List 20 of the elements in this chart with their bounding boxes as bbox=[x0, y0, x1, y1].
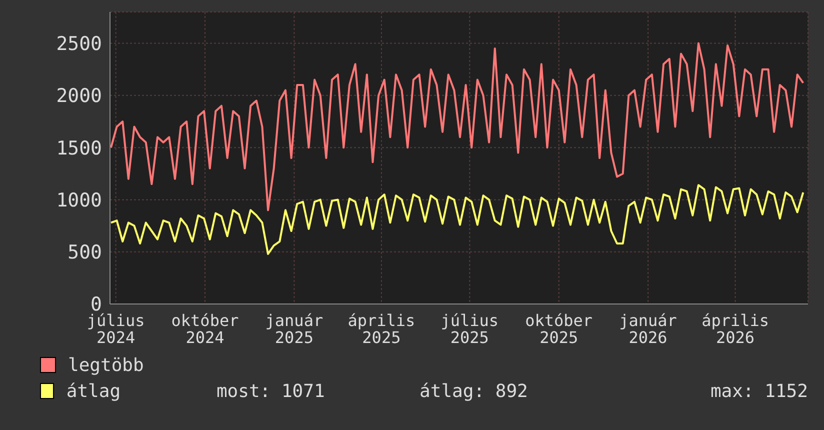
y-tick-label: 1500 bbox=[56, 137, 102, 160]
text: max: 1152 bbox=[709, 380, 808, 402]
y-tick-label: 500 bbox=[68, 242, 102, 264]
line-series bbox=[110, 42, 804, 212]
x-tick-label: január 2025 bbox=[265, 311, 324, 347]
y-tick-label: 2500 bbox=[56, 33, 102, 56]
text: most: 1071 bbox=[216, 380, 326, 402]
line-series bbox=[110, 184, 804, 255]
x-tick-label: október 2025 bbox=[525, 311, 593, 347]
text: átlag: 892 bbox=[420, 380, 529, 402]
legend-label: átlag bbox=[66, 380, 122, 402]
y-tick-label: 1000 bbox=[56, 189, 102, 212]
x-tick-label: július 2025 bbox=[440, 311, 499, 347]
x-tick-label: április 2026 bbox=[702, 311, 770, 347]
legend-label: legtöbb bbox=[68, 354, 145, 376]
x-tick-label: július 2024 bbox=[86, 311, 145, 347]
x-tick-label: április 2025 bbox=[348, 311, 416, 347]
x-tick-label: október 2024 bbox=[171, 311, 240, 347]
y-tick-label: 2000 bbox=[56, 85, 102, 108]
x-tick-label: január 2026 bbox=[619, 311, 678, 347]
